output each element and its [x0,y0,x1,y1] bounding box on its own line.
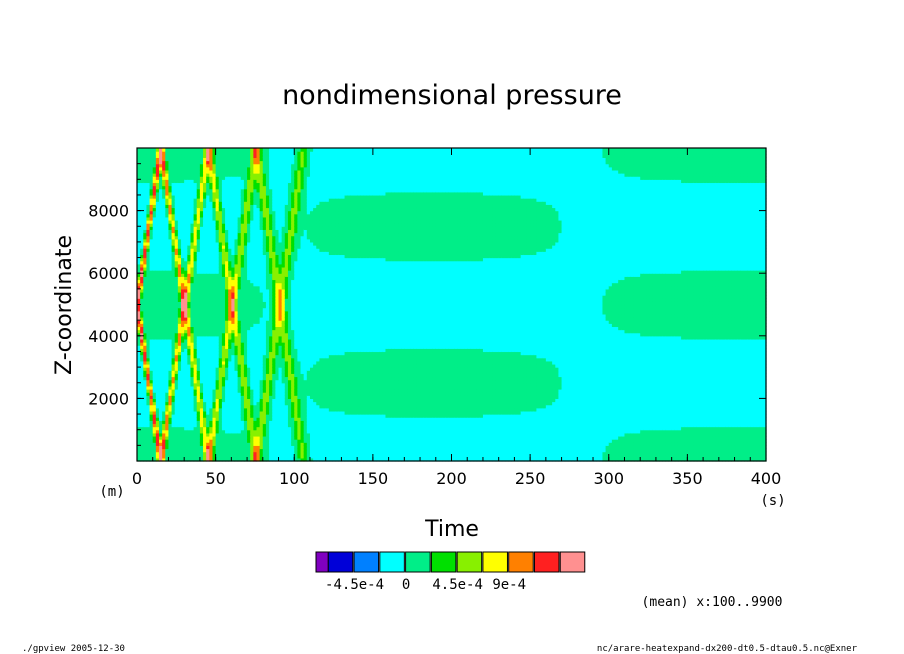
chart-title: nondimensional pressure [282,80,622,111]
figure: nondimensional pressure 0 50 100 150 200 250 3… [0,0,904,654]
plot-area [137,148,767,462]
